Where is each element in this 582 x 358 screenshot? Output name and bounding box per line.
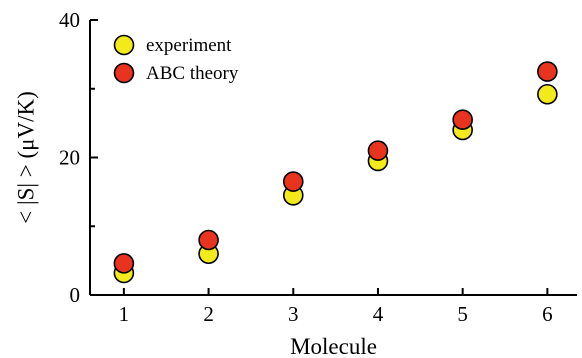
y-axis-title: < |S| > (μV/K) [13,91,38,223]
legend-label: ABC theory [146,63,239,84]
data-points [113,61,558,284]
y-tick-label: 40 [59,8,80,32]
theory-point [282,171,304,192]
theory-point [537,61,558,82]
y-tick-label: 0 [70,283,81,307]
x-tick-label: 1 [119,302,130,326]
experiment-point [537,83,558,105]
theory-point [113,253,135,274]
y-tick-label: 20 [59,146,80,170]
x-tick-label: 6 [542,302,553,326]
x-axis-title: Molecule [290,334,377,358]
x-tick-label: 5 [457,302,468,326]
axis-ticks: 1 2 3 4 5 6 0 20 40 [59,8,553,326]
legend-marker [113,62,135,84]
theory-point [452,109,473,130]
axes [89,20,577,296]
x-tick-label: 4 [373,302,384,326]
x-tick-label: 2 [203,302,214,326]
legend: experiment ABC theory [113,34,239,84]
theory-point [198,229,219,251]
theory-point [367,140,389,161]
legend-label: experiment [146,35,232,56]
x-tick-label: 3 [288,302,299,326]
legend-marker [113,34,135,56]
